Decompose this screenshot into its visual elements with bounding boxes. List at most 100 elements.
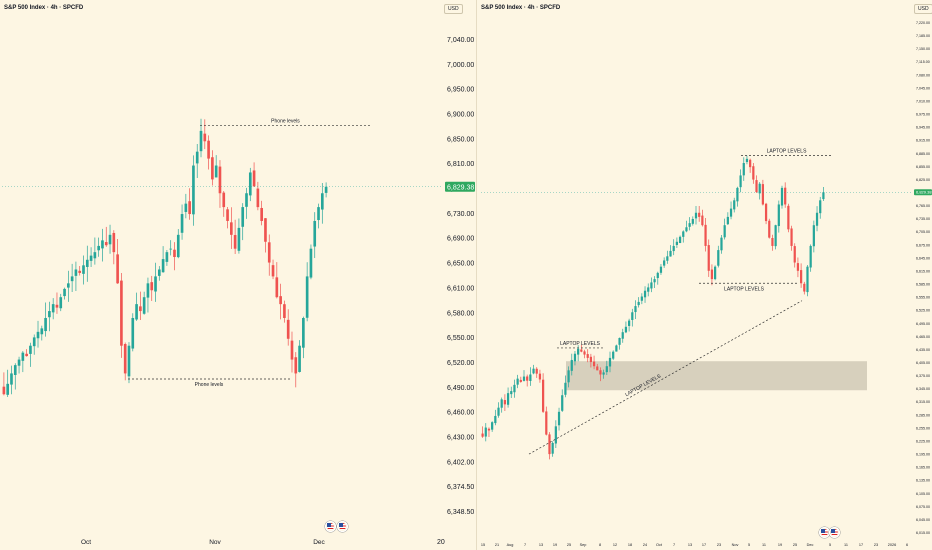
undefined-price-tick[interactable]: 6,405.00 bbox=[916, 361, 930, 365]
left-corner-label[interactable]: 20 bbox=[437, 539, 445, 546]
undefined-price-tick[interactable]: 6,585.00 bbox=[916, 283, 930, 287]
undefined-time-label[interactable]: 7 bbox=[673, 543, 675, 547]
undefined-price-tick[interactable]: 6,374.50 bbox=[447, 484, 474, 491]
left-currency-label[interactable]: USD bbox=[444, 4, 463, 14]
undefined-price-tick[interactable]: 6,765.00 bbox=[916, 204, 930, 208]
undefined-time-label[interactable]: 2026 bbox=[888, 543, 896, 547]
undefined-price-tick[interactable]: 7,115.00 bbox=[916, 60, 930, 64]
undefined-time-label[interactable]: 11 bbox=[762, 543, 766, 547]
undefined-time-label[interactable]: 18 bbox=[628, 543, 632, 547]
undefined-time-label[interactable]: Nov bbox=[732, 543, 739, 547]
undefined-price-tick[interactable]: 6,735.00 bbox=[916, 217, 930, 221]
left-symbol-title[interactable]: S&P 500 Index · 4h · SPCFD bbox=[4, 5, 84, 11]
undefined-price-tick[interactable]: 7,080.00 bbox=[916, 73, 930, 77]
undefined-time-label[interactable]: 5 bbox=[829, 543, 831, 547]
undefined-price-tick[interactable]: 6,495.00 bbox=[916, 322, 930, 326]
right-candlestick-chart[interactable]: 7,220.00 7,185.00 7,150.00 7,115.00 7,080.00… bbox=[477, 0, 932, 550]
undefined-price-tick[interactable]: 6,650.00 bbox=[447, 261, 474, 268]
undefined-price-tick[interactable]: 6,950.00 bbox=[447, 87, 474, 94]
undefined-last-price-text[interactable]: 6,829.38 bbox=[447, 185, 474, 192]
undefined-price-tick[interactable]: 6,690.00 bbox=[447, 236, 474, 243]
undefined-time-label[interactable]: 11 bbox=[844, 543, 848, 547]
undefined-time-label[interactable]: 25 bbox=[567, 543, 571, 547]
undefined-time-label[interactable]: 6 bbox=[906, 543, 908, 547]
undefined-time-label[interactable]: 12 bbox=[613, 543, 617, 547]
undefined-price-tick[interactable]: 6,580.00 bbox=[447, 310, 474, 317]
left-candlestick-chart[interactable]: 7,040.00 7,000.00 6,950.00 6,900.00 6,850.00… bbox=[0, 0, 476, 550]
undefined-time-label[interactable]: 15 bbox=[481, 543, 485, 547]
undefined-price-tick[interactable]: 6,015.00 bbox=[916, 531, 930, 535]
undefined-time-label[interactable]: 7 bbox=[524, 543, 526, 547]
undefined-time-label[interactable]: 13 bbox=[539, 543, 543, 547]
undefined-price-tick[interactable]: 6,645.00 bbox=[916, 256, 930, 260]
undefined-price-tick[interactable]: 6,975.00 bbox=[916, 113, 930, 117]
undefined-price-tick[interactable]: 6,915.00 bbox=[916, 139, 930, 143]
undefined-price-tick[interactable]: 6,550.00 bbox=[447, 335, 474, 342]
undefined-time-label[interactable]: 23 bbox=[874, 543, 878, 547]
undefined-price-tick[interactable]: 6,465.00 bbox=[916, 335, 930, 339]
right-currency-label[interactable]: USD bbox=[914, 4, 932, 14]
undefined-time-label[interactable]: Aug bbox=[507, 543, 514, 547]
undefined-price-tick[interactable]: 6,348.50 bbox=[447, 509, 474, 516]
undefined-time-label[interactable]: 17 bbox=[702, 543, 706, 547]
undefined-time-label[interactable]: 24 bbox=[643, 543, 647, 547]
undefined-price-tick[interactable]: 7,185.00 bbox=[916, 34, 930, 38]
undefined-price-tick[interactable]: 6,460.00 bbox=[447, 410, 474, 417]
undefined-time-label[interactable]: 23 bbox=[717, 543, 721, 547]
undefined-price-tick[interactable]: 6,945.00 bbox=[916, 126, 930, 130]
undefined-time-label[interactable]: Dec bbox=[313, 539, 325, 546]
undefined-price-tick[interactable]: 6,490.00 bbox=[447, 385, 474, 392]
undefined-price-tick[interactable]: 6,045.00 bbox=[916, 518, 930, 522]
undefined-price-tick[interactable]: 6,825.00 bbox=[916, 178, 930, 182]
undefined-price-tick[interactable]: 6,885.00 bbox=[916, 152, 930, 156]
undefined-last-price-text[interactable]: 6,829.38 bbox=[916, 189, 932, 194]
undefined-price-tick[interactable]: 6,855.00 bbox=[916, 165, 930, 169]
undefined-price-tick[interactable]: 7,010.00 bbox=[916, 99, 930, 103]
undefined-time-label[interactable]: 19 bbox=[553, 543, 557, 547]
undefined-price-tick[interactable]: 6,135.00 bbox=[916, 479, 930, 483]
left-chart-pane[interactable]: 7,040.00 7,000.00 6,950.00 6,900.00 6,850.00… bbox=[0, 0, 476, 550]
undefined-price-tick[interactable]: 7,045.00 bbox=[916, 86, 930, 90]
undefined-price-tick[interactable]: 6,315.00 bbox=[916, 400, 930, 404]
undefined-time-label[interactable]: Nov bbox=[209, 539, 221, 546]
undefined-price-tick[interactable]: 7,150.00 bbox=[916, 47, 930, 51]
undefined-price-tick[interactable]: 6,430.00 bbox=[447, 434, 474, 441]
undefined-price-tick[interactable]: 6,675.00 bbox=[916, 243, 930, 247]
undefined-time-label[interactable]: Dec bbox=[807, 543, 814, 547]
undefined-price-tick[interactable]: 6,285.00 bbox=[916, 413, 930, 417]
undefined-time-label[interactable]: 5 bbox=[748, 543, 750, 547]
undefined-price-tick[interactable]: 6,525.00 bbox=[916, 309, 930, 313]
undefined-price-tick[interactable]: 6,705.00 bbox=[916, 230, 930, 234]
undefined-price-tick[interactable]: 7,040.00 bbox=[447, 37, 474, 44]
undefined-time-label[interactable]: 13 bbox=[688, 543, 692, 547]
undefined-time-label[interactable]: Oct bbox=[656, 543, 663, 547]
undefined-price-tick[interactable]: 6,165.00 bbox=[916, 466, 930, 470]
undefined-time-label[interactable]: Oct bbox=[81, 539, 91, 546]
undefined-price-tick[interactable]: 6,520.00 bbox=[447, 360, 474, 367]
undefined-price-tick[interactable]: 6,225.00 bbox=[916, 439, 930, 443]
undefined-price-tick[interactable]: 7,000.00 bbox=[447, 62, 474, 69]
undefined-time-label[interactable]: 21 bbox=[495, 543, 499, 547]
undefined-price-tick[interactable]: 6,255.00 bbox=[916, 426, 930, 430]
undefined-price-tick[interactable]: 6,345.00 bbox=[916, 387, 930, 391]
undefined-time-label[interactable]: 19 bbox=[778, 543, 782, 547]
undefined-price-tick[interactable]: 6,075.00 bbox=[916, 505, 930, 509]
right-chart-pane[interactable]: 7,220.00 7,185.00 7,150.00 7,115.00 7,080.00… bbox=[476, 0, 932, 550]
undefined-price-tick[interactable]: 6,615.00 bbox=[916, 269, 930, 273]
undefined-price-tick[interactable]: 6,105.00 bbox=[916, 492, 930, 496]
undefined-price-tick[interactable]: 7,220.00 bbox=[916, 21, 930, 25]
undefined-time-label[interactable]: 8 bbox=[599, 543, 601, 547]
undefined-price-tick[interactable]: 6,375.00 bbox=[916, 374, 930, 378]
undefined-price-tick[interactable]: 6,195.00 bbox=[916, 453, 930, 457]
right-symbol-title[interactable]: S&P 500 Index · 4h · SPCFD bbox=[481, 5, 561, 11]
undefined-price-tick[interactable]: 6,730.00 bbox=[447, 211, 474, 218]
undefined-price-tick[interactable]: 6,610.00 bbox=[447, 285, 474, 292]
undefined-time-label[interactable]: Sep bbox=[580, 543, 587, 547]
undefined-price-tick[interactable]: 6,555.00 bbox=[916, 296, 930, 300]
undefined-time-label[interactable]: 25 bbox=[793, 543, 797, 547]
undefined-time-label[interactable]: 17 bbox=[859, 543, 863, 547]
undefined-price-tick[interactable]: 6,900.00 bbox=[447, 112, 474, 119]
undefined-price-tick[interactable]: 6,810.00 bbox=[447, 161, 474, 168]
undefined-price-tick[interactable]: 6,402.00 bbox=[447, 459, 474, 466]
undefined-price-tick[interactable]: 6,435.00 bbox=[916, 348, 930, 352]
